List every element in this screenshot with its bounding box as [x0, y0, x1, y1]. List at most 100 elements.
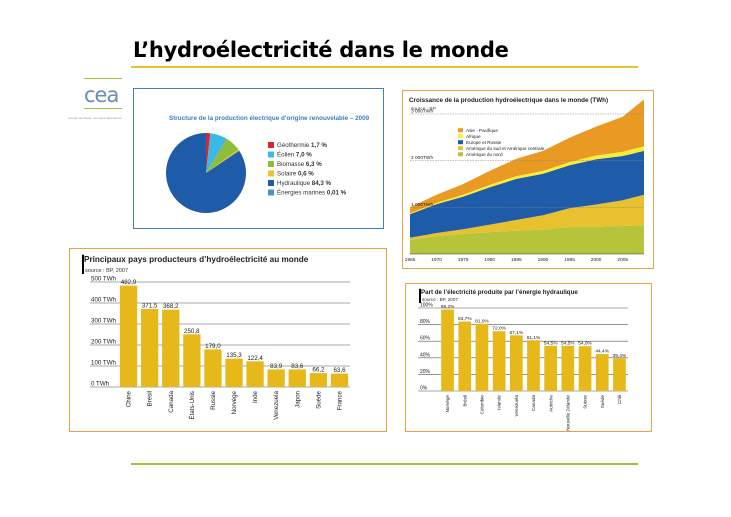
area-chart-source: source : BP — [411, 106, 436, 112]
title-divider — [131, 66, 638, 68]
pie-slice — [206, 133, 211, 173]
category-label: Islande — [497, 395, 502, 410]
y-tick-label: 300 TWh — [91, 318, 117, 325]
bar — [288, 369, 306, 387]
bar — [246, 361, 264, 387]
pie-slice — [165, 133, 246, 213]
title-marker — [419, 288, 421, 303]
legend-entry: Afrique — [466, 134, 481, 139]
category-label: Russie — [210, 390, 217, 409]
bar-chart-title: Principaux pays producteurs d’hydroélect… — [84, 255, 309, 264]
legend-swatch — [458, 134, 463, 139]
bar-value-label: 482,9 — [121, 279, 137, 286]
bar-value-label: 63,6 — [333, 367, 346, 374]
legend-swatch — [458, 146, 463, 151]
bar-chart-source: source : BP, 2007 — [85, 268, 128, 274]
legend-entry: Énergies marines 0,01 % — [277, 190, 347, 197]
category-label: Venezuela — [514, 395, 519, 417]
category-label: Brésil — [147, 391, 154, 406]
bar-chart-source: source : BP, 2007 — [422, 297, 458, 302]
legend-entry: Solaire 0,6 % — [277, 171, 314, 178]
legend-entry: Amérique du nord — [466, 152, 503, 157]
bar-value-label: 83,9 — [270, 363, 283, 370]
y-tick-label: 60% — [420, 336, 431, 342]
category-label: Venezuela — [273, 390, 280, 419]
area-chart: Croissance de la production hydroélectri… — [405, 97, 644, 263]
legend-entry: Géothermie 1,7 % — [277, 142, 327, 149]
legend-swatch — [268, 180, 274, 186]
x-tick-label: 1975 — [458, 257, 469, 263]
logo-divider-bottom — [84, 108, 122, 109]
area-series — [410, 150, 644, 238]
y-tick-label: 500 TWh — [91, 276, 117, 283]
legend-swatch — [268, 189, 274, 196]
y-tick-label: 2 000TWh — [411, 155, 433, 161]
legend-entry: Hydraulique 84,3 % — [277, 180, 332, 187]
legend-entry: Biomasse 6,3 % — [277, 161, 322, 168]
legend-entry-name: Solaire — [277, 171, 298, 178]
legend-entry: Amérique du sud et Amérique centrale — [466, 146, 545, 151]
x-tick-label: 1990 — [538, 257, 549, 263]
bottom-divider — [131, 463, 638, 465]
legend-entry-value: 6,3 % — [306, 161, 322, 168]
legend-swatch — [268, 142, 274, 148]
bar — [330, 373, 349, 387]
bar — [458, 321, 472, 391]
legend-swatch — [458, 128, 463, 133]
y-tick-label: 400 TWh — [91, 297, 117, 304]
category-label: Chili — [617, 395, 622, 404]
legend-entry-name: Hydraulique — [277, 180, 312, 187]
bar-value-label: 135,3 — [226, 352, 242, 359]
bar — [183, 334, 201, 387]
bar — [492, 331, 506, 391]
bar — [225, 358, 243, 387]
legend-swatch — [268, 151, 274, 158]
bar — [141, 309, 159, 387]
legend-entry-name: Biomasse — [277, 161, 306, 168]
bar — [527, 340, 540, 391]
y-tick-label: 100 TWh — [91, 360, 117, 367]
pie-chart-panel: Structure de la production électrique d’… — [133, 88, 384, 229]
x-tick-label: 1995 — [564, 257, 575, 263]
x-tick-label: 2005 — [617, 257, 628, 263]
bar-value-label: 61,1% — [527, 335, 541, 341]
bar-value-label: 371,5 — [142, 303, 158, 310]
category-label: Suède — [315, 390, 322, 408]
category-label: Suisse — [583, 395, 588, 409]
y-tick-label: 40% — [420, 352, 431, 358]
category-label: Inde — [252, 390, 259, 403]
bar — [544, 345, 557, 391]
title-marker — [82, 254, 84, 274]
pie-slice — [206, 138, 239, 173]
logo-tagline: énergie atomique • énergies alternatives — [68, 116, 122, 120]
legend-entry-value: 0,6 % — [298, 171, 314, 178]
page-title: L’hydroélectricité dans le monde — [133, 38, 509, 62]
pie-slice — [206, 133, 227, 173]
category-label: Norvège — [445, 395, 450, 413]
bar — [267, 369, 285, 387]
category-label: Nouvelle Zélande — [566, 395, 571, 431]
category-label: Autriche — [548, 395, 553, 412]
logo-divider-top — [84, 78, 122, 79]
bar — [475, 323, 489, 391]
category-label: Norvège — [231, 390, 238, 414]
area-chart-panel: Croissance de la production hydroélectri… — [402, 90, 654, 269]
bar — [162, 309, 180, 387]
bar-value-label: 54,5% — [544, 340, 558, 346]
bar-value-label: 122,4 — [247, 355, 263, 362]
bar — [119, 285, 138, 387]
category-label: Canada — [531, 395, 536, 412]
bar-value-label: 179,0 — [205, 343, 221, 350]
area-series — [410, 99, 644, 214]
category-label: Canada — [168, 390, 175, 412]
area-series — [410, 225, 644, 254]
x-tick-label: 1965 — [405, 257, 416, 263]
share-bar-chart-panel: Part de l’électricité produite par l’éne… — [405, 283, 652, 432]
bar-value-label: 54,5% — [561, 340, 575, 346]
bar-value-label: 39,4% — [613, 353, 627, 359]
category-label: Suède — [600, 395, 605, 409]
bar-value-label: 66,2 — [312, 367, 325, 374]
x-tick-label: 2000 — [591, 257, 602, 263]
bar-value-label: 72,0% — [492, 326, 506, 332]
area-series — [410, 194, 644, 240]
